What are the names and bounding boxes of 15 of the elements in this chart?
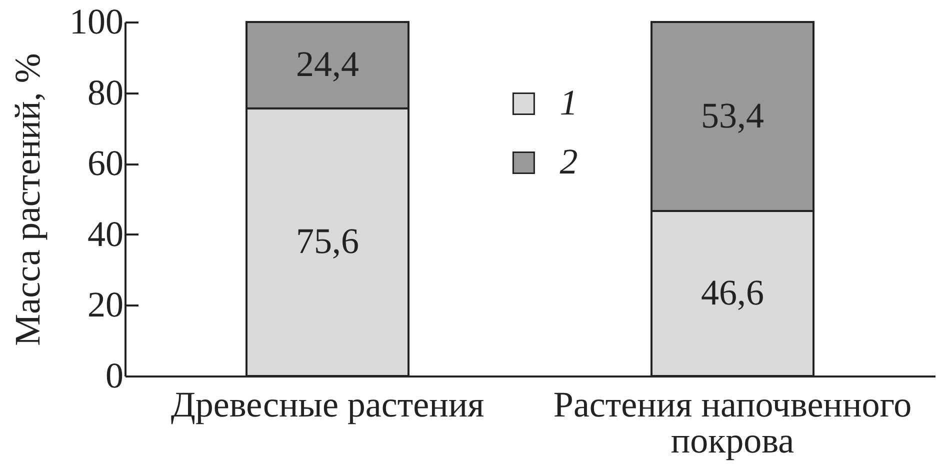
- data-label: 53,4: [701, 96, 764, 136]
- data-label: 46,6: [701, 272, 764, 313]
- y-tick-label: 20: [88, 284, 124, 325]
- y-axis-title: Масса растений, %: [8, 53, 48, 346]
- y-tick-label: 100: [70, 2, 124, 42]
- x-tick-label: Растения напочвенного покрова: [553, 384, 912, 460]
- x-tick-label: Древесные растения: [170, 384, 484, 424]
- legend-label: 1: [560, 82, 578, 123]
- legend-label: 2: [560, 142, 578, 182]
- data-label: 24,4: [296, 44, 359, 84]
- data-label: 75,6: [296, 221, 359, 262]
- y-tick-label: 40: [88, 214, 124, 254]
- y-tick-label: 60: [88, 143, 124, 184]
- y-tick-label: 0: [106, 356, 124, 396]
- y-tick-label: 80: [88, 72, 124, 112]
